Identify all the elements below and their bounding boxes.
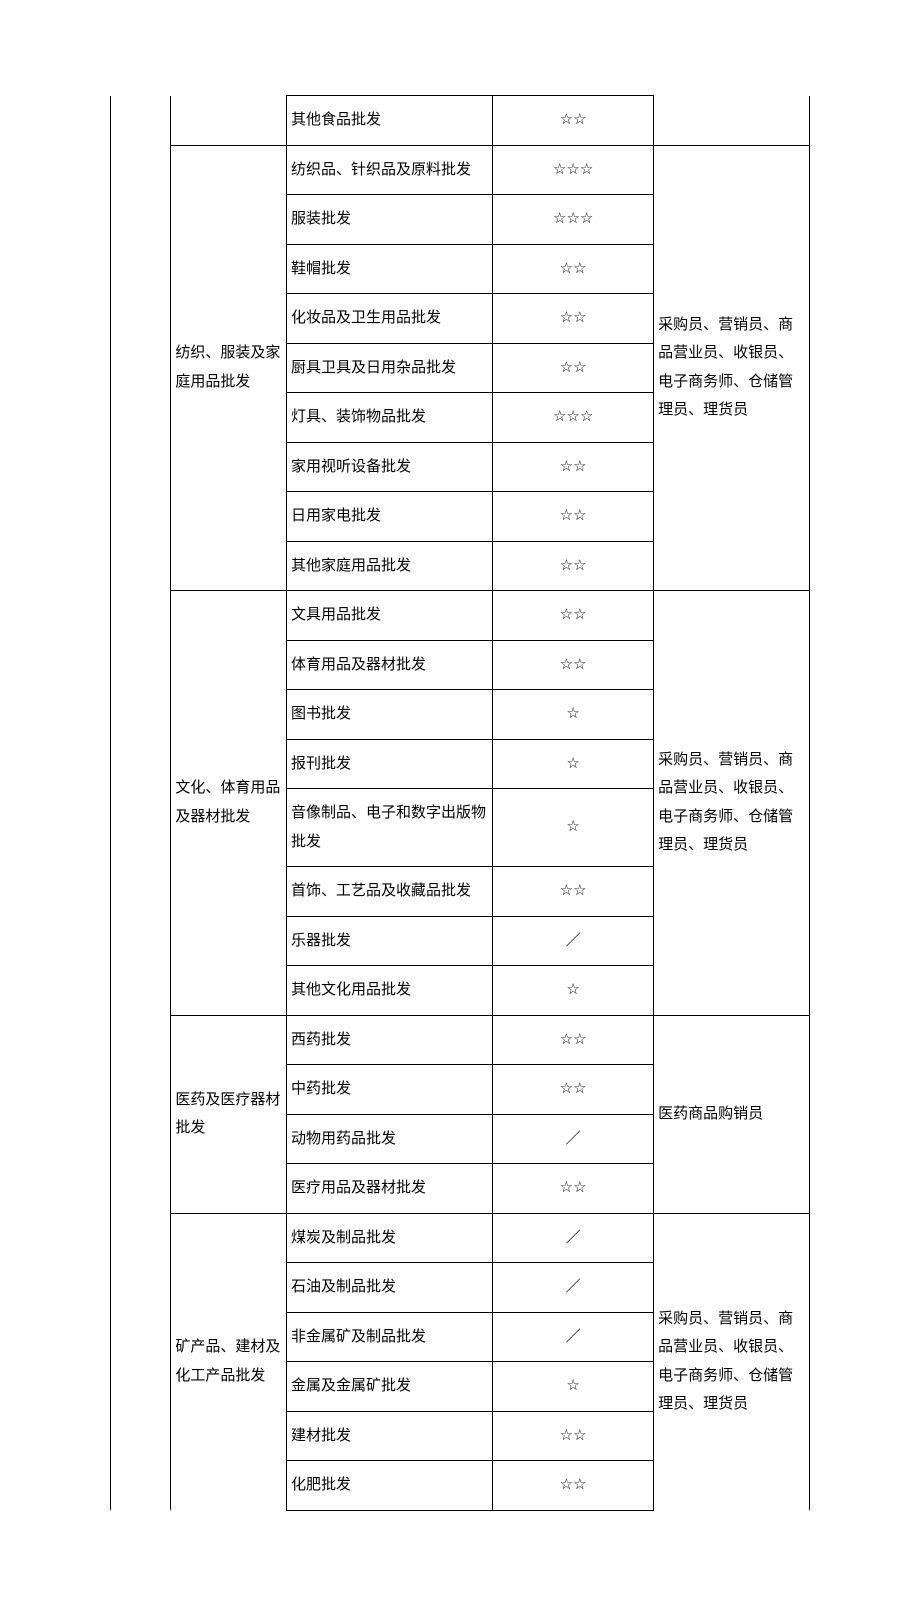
category-cell: 纺织、服装及家庭用品批发 <box>171 145 287 591</box>
occupation-cell <box>654 96 810 146</box>
rating-cell: ☆☆ <box>493 343 654 393</box>
rating-cell: ／ <box>493 1263 654 1313</box>
occupation-cell: 采购员、营销员、商品营业员、收银员、电子商务师、仓储管理员、理货员 <box>654 591 810 1016</box>
item-name-cell: 服装批发 <box>287 195 493 245</box>
item-name-cell: 其他食品批发 <box>287 96 493 146</box>
rating-cell: ／ <box>493 1213 654 1263</box>
rating-cell: ☆☆ <box>493 1411 654 1461</box>
item-name-cell: 报刊批发 <box>287 739 493 789</box>
item-name-cell: 中药批发 <box>287 1065 493 1115</box>
rating-cell: ☆☆☆ <box>493 393 654 443</box>
item-name-cell: 体育用品及器材批发 <box>287 640 493 690</box>
item-name-cell: 化妆品及卫生用品批发 <box>287 294 493 344</box>
rating-cell: ☆☆ <box>493 1461 654 1511</box>
table-row: 纺织、服装及家庭用品批发纺织品、针织品及原料批发☆☆☆采购员、营销员、商品营业员… <box>111 145 810 195</box>
rating-cell: ／ <box>493 916 654 966</box>
occupation-cell: 医药商品购销员 <box>654 1015 810 1213</box>
item-name-cell: 其他家庭用品批发 <box>287 541 493 591</box>
wholesale-table: 其他食品批发☆☆纺织、服装及家庭用品批发纺织品、针织品及原料批发☆☆☆采购员、营… <box>110 95 810 1511</box>
rating-cell: ☆☆ <box>493 591 654 641</box>
item-name-cell: 化肥批发 <box>287 1461 493 1511</box>
table-row: 文化、体育用品及器材批发文具用品批发☆☆采购员、营销员、商品营业员、收银员、电子… <box>111 591 810 641</box>
item-name-cell: 音像制品、电子和数字出版物批发 <box>287 789 493 867</box>
rating-cell: ☆☆ <box>493 1015 654 1065</box>
rating-cell: ☆☆ <box>493 492 654 542</box>
rating-cell: ☆☆ <box>493 1164 654 1214</box>
category-cell: 医药及医疗器材批发 <box>171 1015 287 1213</box>
item-name-cell: 乐器批发 <box>287 916 493 966</box>
category-cell: 矿产品、建材及化工产品批发 <box>171 1213 287 1510</box>
item-name-cell: 动物用药品批发 <box>287 1114 493 1164</box>
table-row: 其他食品批发☆☆ <box>111 96 810 146</box>
rating-cell: ☆☆ <box>493 640 654 690</box>
item-name-cell: 石油及制品批发 <box>287 1263 493 1313</box>
rating-cell: ☆ <box>493 1362 654 1412</box>
item-name-cell: 日用家电批发 <box>287 492 493 542</box>
item-name-cell: 其他文化用品批发 <box>287 966 493 1016</box>
item-name-cell: 首饰、工艺品及收藏品批发 <box>287 867 493 917</box>
rating-cell: ☆☆ <box>493 96 654 146</box>
rating-cell: ☆☆☆ <box>493 145 654 195</box>
occupation-cell: 采购员、营销员、商品营业员、收银员、电子商务师、仓储管理员、理货员 <box>654 145 810 591</box>
item-name-cell: 鞋帽批发 <box>287 244 493 294</box>
item-name-cell: 厨具卫具及日用杂品批发 <box>287 343 493 393</box>
rating-cell: ☆ <box>493 789 654 867</box>
category-cell <box>171 96 287 146</box>
rating-cell: ☆ <box>493 966 654 1016</box>
rating-cell: ／ <box>493 1114 654 1164</box>
rating-cell: ☆☆ <box>493 442 654 492</box>
item-name-cell: 建材批发 <box>287 1411 493 1461</box>
item-name-cell: 图书批发 <box>287 690 493 740</box>
rating-cell: ☆☆ <box>493 541 654 591</box>
table-row: 矿产品、建材及化工产品批发煤炭及制品批发／采购员、营销员、商品营业员、收银员、电… <box>111 1213 810 1263</box>
category-cell: 文化、体育用品及器材批发 <box>171 591 287 1016</box>
item-name-cell: 家用视听设备批发 <box>287 442 493 492</box>
item-name-cell: 非金属矿及制品批发 <box>287 1312 493 1362</box>
rating-cell: ☆☆ <box>493 867 654 917</box>
item-name-cell: 纺织品、针织品及原料批发 <box>287 145 493 195</box>
rating-cell: ☆ <box>493 739 654 789</box>
rating-cell: ☆ <box>493 690 654 740</box>
rating-cell: ☆☆ <box>493 1065 654 1115</box>
item-name-cell: 金属及金属矿批发 <box>287 1362 493 1412</box>
table-row: 医药及医疗器材批发西药批发☆☆医药商品购销员 <box>111 1015 810 1065</box>
rating-cell: ☆☆☆ <box>493 195 654 245</box>
rating-cell: ☆☆ <box>493 244 654 294</box>
col1-cell <box>111 96 171 1511</box>
rating-cell: ／ <box>493 1312 654 1362</box>
occupation-cell: 采购员、营销员、商品营业员、收银员、电子商务师、仓储管理员、理货员 <box>654 1213 810 1510</box>
rating-cell: ☆☆ <box>493 294 654 344</box>
item-name-cell: 灯具、装饰物品批发 <box>287 393 493 443</box>
item-name-cell: 西药批发 <box>287 1015 493 1065</box>
item-name-cell: 文具用品批发 <box>287 591 493 641</box>
item-name-cell: 煤炭及制品批发 <box>287 1213 493 1263</box>
item-name-cell: 医疗用品及器材批发 <box>287 1164 493 1214</box>
